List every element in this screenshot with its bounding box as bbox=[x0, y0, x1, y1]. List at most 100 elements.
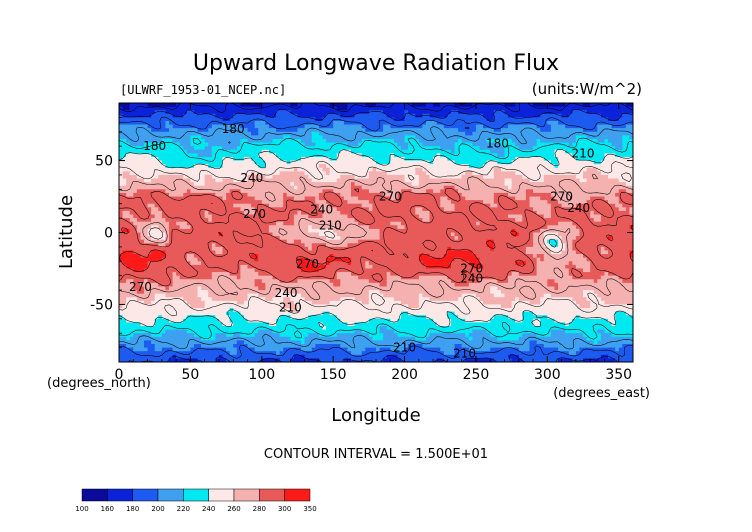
flux-cell bbox=[575, 113, 581, 118]
flux-cell bbox=[340, 120, 345, 126]
flux-cell bbox=[529, 146, 534, 151]
flux-cell bbox=[201, 200, 206, 205]
flux-cell bbox=[136, 167, 142, 172]
flux-cell bbox=[386, 200, 391, 205]
flux-cell bbox=[518, 174, 523, 180]
flux-cell bbox=[479, 149, 484, 154]
flux-cell bbox=[247, 167, 252, 172]
flux-cell bbox=[133, 103, 138, 108]
flux-cell bbox=[276, 171, 281, 176]
flux-cell bbox=[333, 103, 338, 108]
flux-cell bbox=[336, 221, 341, 226]
flux-cell bbox=[158, 174, 163, 180]
flux-cell bbox=[625, 110, 631, 115]
flux-cell bbox=[322, 131, 327, 136]
flux-cell bbox=[361, 146, 366, 151]
flux-cell bbox=[490, 171, 495, 176]
flux-cell bbox=[440, 160, 445, 165]
flux-cell bbox=[329, 124, 334, 129]
flux-cell bbox=[393, 160, 399, 165]
flux-cell bbox=[179, 200, 184, 205]
flux-cell bbox=[572, 135, 577, 140]
flux-cell bbox=[308, 192, 313, 198]
flux-cell bbox=[593, 189, 598, 194]
flux-cell bbox=[618, 218, 623, 223]
flux-cell bbox=[393, 110, 399, 115]
flux-cell bbox=[390, 178, 395, 183]
flux-cell bbox=[465, 203, 470, 208]
flux-cell bbox=[454, 203, 459, 208]
flux-cell bbox=[119, 214, 124, 219]
flux-cell bbox=[326, 128, 331, 133]
flux-cell bbox=[119, 146, 124, 151]
flux-cell bbox=[129, 203, 134, 208]
flux-cell bbox=[568, 110, 573, 115]
flux-cell bbox=[436, 138, 441, 144]
flux-cell bbox=[550, 149, 556, 154]
flux-cell bbox=[315, 210, 320, 216]
flux-cell bbox=[193, 207, 199, 212]
flux-cell bbox=[625, 218, 631, 223]
flux-cell bbox=[222, 196, 227, 201]
flux-cell bbox=[172, 189, 177, 194]
flux-cell bbox=[240, 192, 245, 198]
flux-cell bbox=[418, 103, 423, 108]
flux-cell bbox=[533, 210, 538, 216]
flux-cell bbox=[486, 174, 491, 180]
flux-cell bbox=[558, 103, 563, 108]
flux-cell bbox=[290, 218, 295, 223]
flux-cell bbox=[590, 128, 595, 133]
flux-cell bbox=[283, 225, 288, 230]
flux-cell bbox=[354, 142, 359, 147]
flux-cell bbox=[147, 156, 152, 162]
flux-cell bbox=[229, 106, 234, 111]
flux-cell bbox=[429, 164, 434, 169]
flux-cell bbox=[236, 164, 241, 169]
flux-cell bbox=[268, 189, 274, 194]
flux-cell bbox=[440, 210, 445, 216]
flux-cell bbox=[361, 171, 366, 176]
flux-cell bbox=[490, 103, 495, 108]
flux-cell bbox=[622, 113, 627, 118]
flux-cell bbox=[368, 167, 374, 172]
flux-cell bbox=[400, 185, 406, 190]
flux-cell bbox=[568, 103, 573, 108]
flux-cell bbox=[204, 131, 209, 136]
flux-cell bbox=[215, 135, 220, 140]
flux-cell bbox=[572, 207, 577, 212]
flux-cell bbox=[201, 110, 206, 115]
flux-cell bbox=[268, 200, 274, 205]
flux-cell bbox=[583, 153, 588, 158]
flux-cell bbox=[368, 210, 374, 216]
flux-cell bbox=[436, 189, 441, 194]
flux-cell bbox=[122, 131, 127, 136]
flux-cell bbox=[186, 167, 191, 172]
flux-cell bbox=[165, 110, 170, 115]
flux-cell bbox=[236, 196, 241, 201]
flux-cell bbox=[168, 138, 174, 144]
flux-cell bbox=[390, 221, 395, 226]
flux-cell bbox=[583, 171, 588, 176]
flux-cell bbox=[490, 178, 495, 183]
flux-cell bbox=[229, 131, 234, 136]
flux-cell bbox=[301, 185, 306, 190]
flux-cell bbox=[615, 182, 620, 187]
flux-cell bbox=[572, 174, 577, 180]
flux-cell bbox=[276, 214, 281, 219]
flux-cell bbox=[268, 156, 274, 162]
flux-cell bbox=[361, 138, 366, 144]
flux-cell bbox=[622, 178, 627, 183]
flux-cell bbox=[151, 138, 156, 144]
flux-cell bbox=[279, 171, 284, 176]
flux-cell bbox=[625, 120, 631, 126]
flux-cell bbox=[354, 167, 359, 172]
flux-cell bbox=[436, 214, 441, 219]
flux-cell bbox=[236, 200, 241, 205]
flux-cell bbox=[172, 178, 177, 183]
flux-cell bbox=[586, 117, 591, 122]
flux-cell bbox=[404, 164, 409, 169]
flux-cell bbox=[479, 185, 484, 190]
flux-cell bbox=[340, 117, 345, 122]
flux-cell bbox=[525, 138, 531, 144]
flux-cell bbox=[308, 221, 313, 226]
